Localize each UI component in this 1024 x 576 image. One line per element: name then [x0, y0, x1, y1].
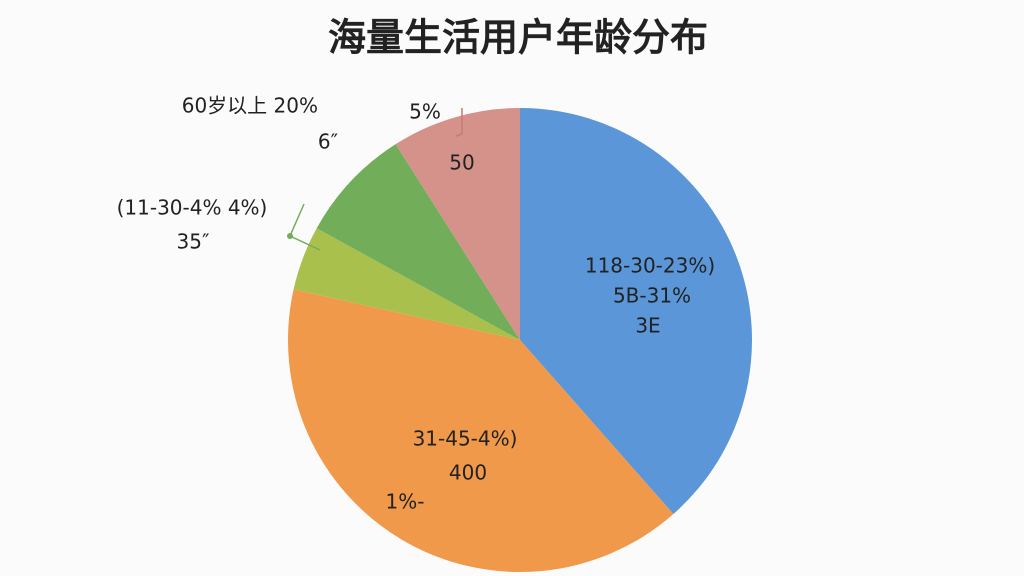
annotation: 3E	[635, 314, 660, 338]
annotation: 50	[449, 151, 474, 175]
pie-slice	[293, 228, 520, 340]
pie	[287, 108, 752, 573]
pie-slice	[287, 289, 674, 573]
annotation: 35″	[177, 230, 210, 254]
annotation: 6″	[318, 130, 338, 154]
annotation: 31-45-4%)	[413, 427, 518, 451]
pie-slice	[395, 108, 520, 340]
annotation: 5%	[409, 100, 441, 124]
annotation: 400	[449, 461, 487, 485]
leader-line	[455, 108, 463, 137]
annotation: (11-30-4% 4%)	[117, 196, 268, 220]
annotation: 60岁以上 20%	[182, 94, 318, 118]
leader-dot	[287, 233, 293, 239]
annotation: 1%-	[386, 490, 425, 514]
pie-slice	[520, 108, 752, 515]
pie-slice	[316, 144, 520, 340]
annotation: 5B-31%	[613, 284, 691, 308]
chart-title: 海量生活用户年龄分布	[328, 16, 708, 60]
annotation: 118-30-23%)	[585, 254, 715, 278]
